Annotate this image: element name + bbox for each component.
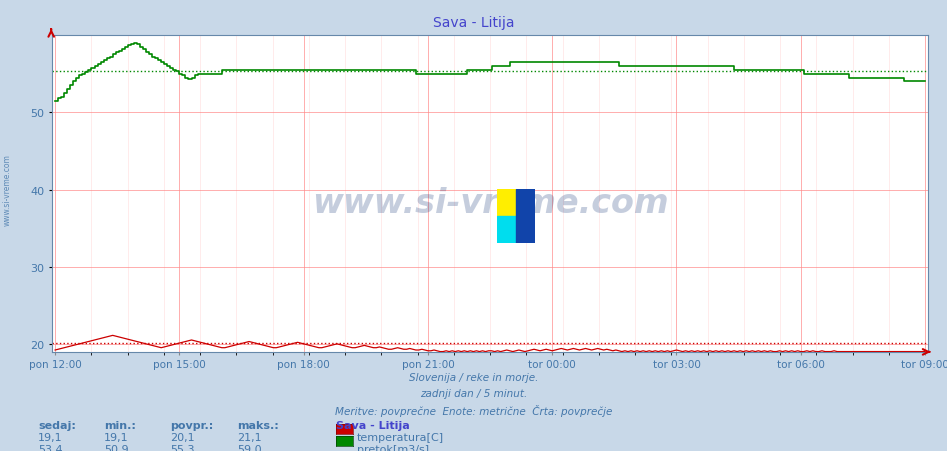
Text: 19,1: 19,1: [104, 432, 129, 442]
Text: 59,0: 59,0: [237, 444, 261, 451]
Text: www.si-vreme.com: www.si-vreme.com: [3, 153, 12, 226]
Text: Meritve: povprečne  Enote: metrične  Črta: povprečje: Meritve: povprečne Enote: metrične Črta:…: [335, 404, 612, 416]
Text: 19,1: 19,1: [38, 432, 63, 442]
Text: maks.:: maks.:: [237, 420, 278, 430]
Bar: [516, 189, 535, 244]
Text: Sava - Litija: Sava - Litija: [433, 16, 514, 30]
Text: 55,3: 55,3: [170, 444, 195, 451]
Text: sedaj:: sedaj:: [38, 420, 76, 430]
Text: 53,4: 53,4: [38, 444, 63, 451]
Text: 20,1: 20,1: [170, 432, 195, 442]
Text: Sava - Litija: Sava - Litija: [336, 420, 410, 430]
Text: Slovenija / reke in morje.: Slovenija / reke in morje.: [409, 372, 538, 382]
Text: 21,1: 21,1: [237, 432, 261, 442]
Text: povpr.:: povpr.:: [170, 420, 214, 430]
Text: pretok[m3/s]: pretok[m3/s]: [357, 444, 429, 451]
Text: zadnji dan / 5 minut.: zadnji dan / 5 minut.: [420, 388, 527, 398]
Text: 50,9: 50,9: [104, 444, 129, 451]
Bar: [497, 216, 516, 244]
Text: temperatura[C]: temperatura[C]: [357, 432, 444, 442]
Bar: [497, 189, 516, 216]
Text: www.si-vreme.com: www.si-vreme.com: [312, 187, 669, 220]
Text: min.:: min.:: [104, 420, 136, 430]
